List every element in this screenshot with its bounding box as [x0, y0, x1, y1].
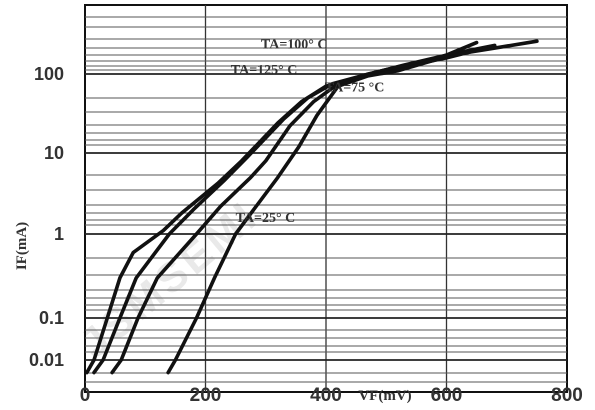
x-tick-label: 600 — [431, 385, 463, 406]
curve-label: TA=25° C — [236, 211, 296, 226]
x-tick-label: 0 — [80, 385, 91, 406]
series-curves — [85, 39, 539, 375]
x-tick-labels: 0 200 400 600 800 — [80, 385, 583, 406]
grid — [84, 4, 568, 393]
curve-labels: TA=125° C TA=100° C TA=75 °C TA=25° C — [231, 38, 385, 227]
x-axis-title: VF(mV) — [358, 388, 411, 404]
series-curve — [110, 39, 539, 375]
curve-label: TA=125° C — [231, 63, 298, 78]
y-tick-label: 10 — [44, 143, 64, 163]
y-tick-label: 100 — [34, 64, 64, 84]
x-tick-label: 400 — [310, 385, 342, 406]
curve-label: TA=100° C — [261, 38, 328, 53]
y-tick-label: 0.01 — [29, 350, 64, 370]
y-tick-labels: 0.01 0.1 1 10 100 — [29, 64, 64, 370]
y-axis-title: IF(mA) — [14, 222, 30, 270]
series-curve — [92, 43, 497, 375]
x-tick-label: 200 — [190, 385, 222, 406]
y-tick-label: 1 — [54, 224, 64, 244]
y-tick-label: 0.1 — [39, 308, 64, 328]
series-curve — [166, 40, 479, 375]
x-tick-label: 800 — [551, 385, 583, 406]
curve-label: TA=75 °C — [325, 81, 385, 96]
